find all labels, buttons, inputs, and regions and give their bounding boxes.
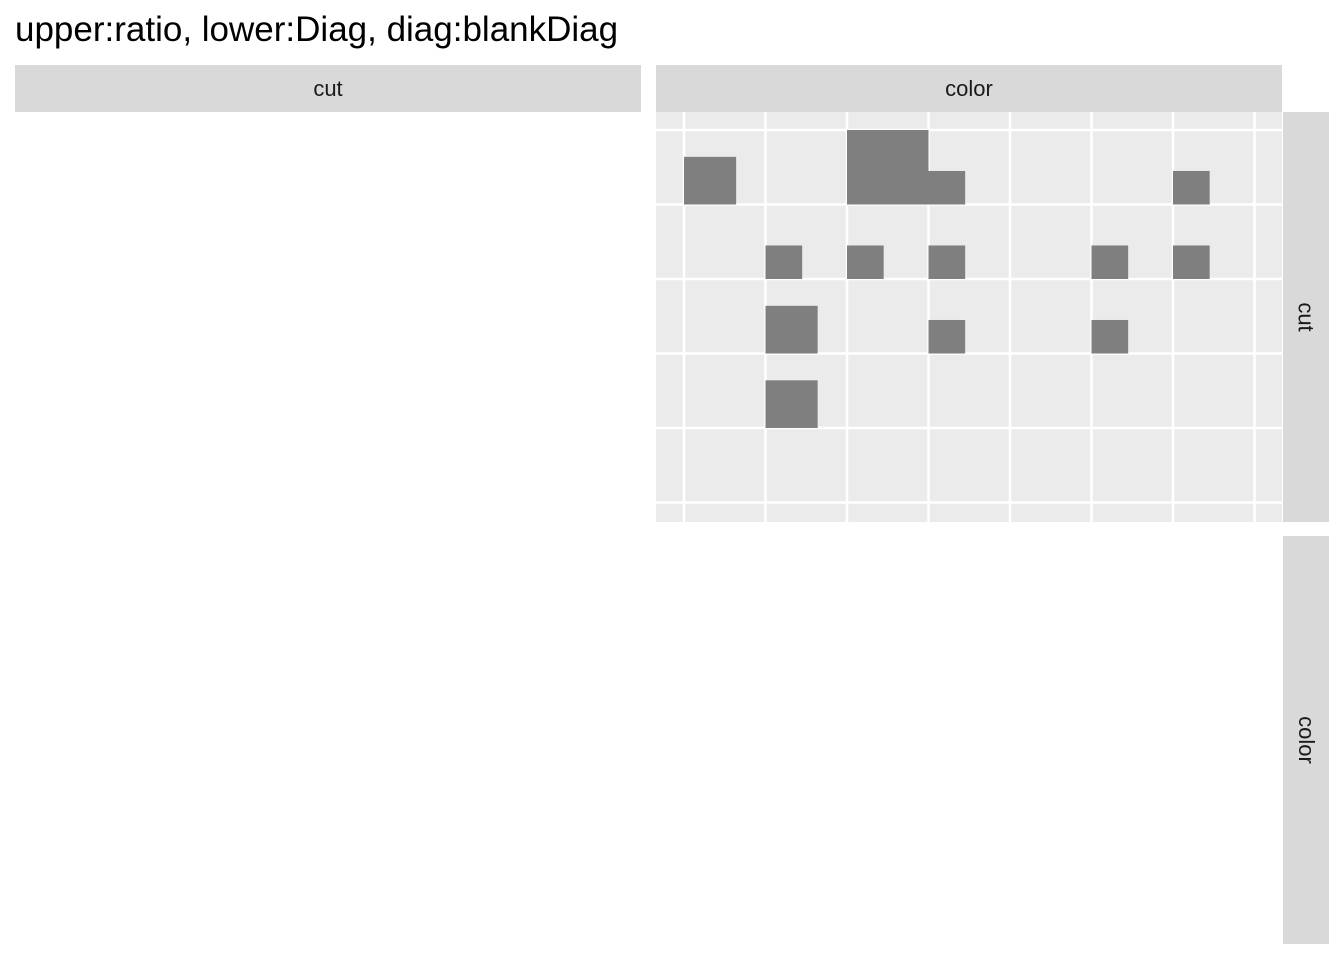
ratio-tile-good-e [765, 245, 803, 279]
ratio-tile-fair-f [847, 130, 929, 205]
ratio-tile-good-j [1173, 245, 1210, 279]
row-strip-color: color [1283, 536, 1329, 944]
ratio-tile-fair-d [684, 156, 737, 205]
ratio-tile-fair-j [1173, 170, 1210, 205]
column-strip-color-label: color [945, 75, 993, 101]
row-strip-cut-label: cut [1293, 302, 1319, 332]
ratio-tile-good-g [928, 245, 966, 279]
ratio-tile-fair-g [928, 170, 966, 205]
ratio-tile-very-good-e [765, 305, 818, 354]
row-strip-cut: cut [1283, 112, 1329, 522]
column-strip-color: color [656, 65, 1282, 112]
ratio-tile-very-good-i [1091, 319, 1129, 354]
row-strip-color-label: color [1294, 716, 1319, 764]
ratio-plot-panel [656, 112, 1282, 522]
column-strip-cut: cut [15, 65, 641, 112]
column-strip-cut-label: cut [313, 75, 343, 101]
ratio-tile-good-f [847, 245, 884, 279]
ratio-tile-premium-e [765, 380, 818, 428]
ratio-tile-very-good-g [928, 319, 966, 354]
ratio-tile-good-i [1091, 245, 1129, 279]
ratio-tiles [684, 130, 1210, 428]
chart-title: upper:ratio, lower:Diag, diag:blankDiag [15, 10, 619, 49]
